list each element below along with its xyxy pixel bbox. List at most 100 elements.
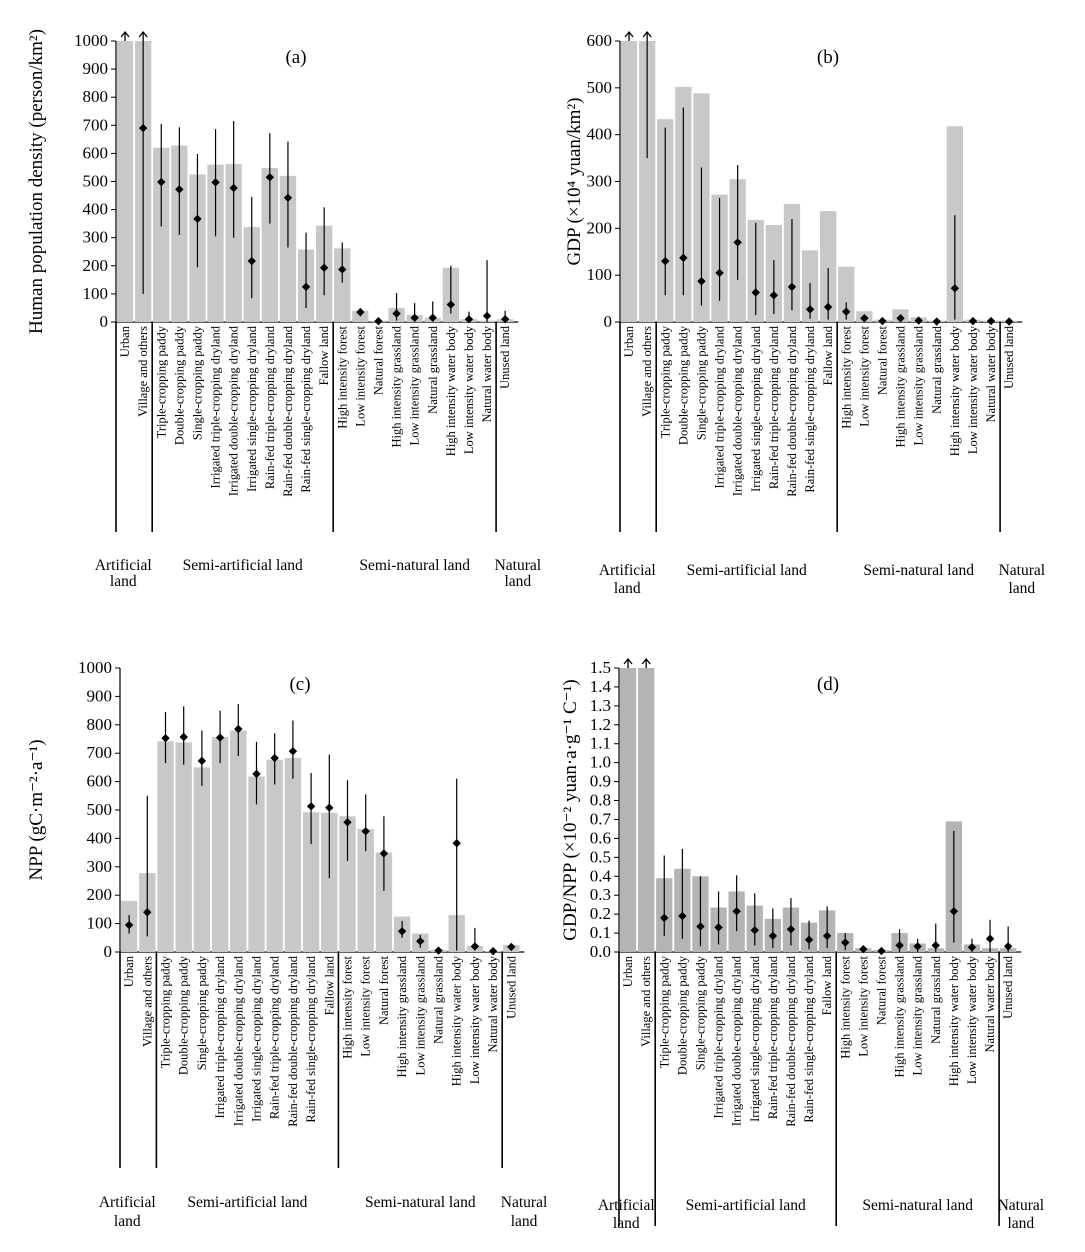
group-label: Natural (501, 1194, 547, 1211)
y-tick-label: 900 (87, 686, 113, 705)
data-marker (470, 942, 480, 951)
category-label: Village and others (136, 326, 150, 417)
chart-panel: 0 100 200 300 400 500 600 700 800 900 1000 NPP (gC·… (26, 658, 547, 1230)
data-marker (823, 302, 833, 312)
y-tick-label: 100 (83, 284, 109, 303)
bar (375, 852, 393, 952)
category-label: Fallow land (821, 325, 835, 385)
y-tick-label: 700 (87, 743, 113, 762)
data-marker (161, 733, 170, 743)
y-tick-label: 0.2 (590, 904, 611, 923)
data-marker (913, 942, 922, 951)
bar (321, 812, 338, 952)
category-label: High intensity water body (948, 325, 962, 456)
data-marker (877, 946, 886, 956)
y-tick-label: 300 (587, 172, 613, 191)
data-marker (860, 314, 869, 323)
group-label: land (614, 580, 641, 597)
y-tick-label: 1.1 (590, 734, 611, 753)
category-label: Irrigated double-cropping dryland (731, 325, 745, 496)
data-marker (859, 944, 868, 954)
category-label: Low intensity grassland (408, 325, 422, 445)
category-label: Irrigated triple-cropping dryland (713, 325, 727, 488)
category-label: Low intensity grassland (413, 955, 427, 1075)
data-marker (950, 284, 960, 293)
category-label: Irrigated single-cropping dryland (749, 325, 763, 492)
y-tick-label: 200 (87, 885, 113, 904)
data-marker (751, 288, 760, 297)
data-marker (714, 923, 723, 932)
category-label: Single-cropping paddy (190, 325, 204, 440)
panel-label: (b) (817, 47, 839, 68)
overflow-arrow (641, 657, 651, 668)
overflow-arrow (624, 30, 634, 41)
data-marker (678, 911, 687, 921)
group-label: Natural (495, 557, 541, 574)
group-label: Artificial (598, 1197, 655, 1214)
data-marker (878, 316, 887, 326)
category-label: Double-cropping paddy (676, 325, 690, 445)
category-label: High intensity forest (838, 955, 852, 1058)
data-marker (715, 268, 724, 278)
bar (248, 776, 265, 952)
group-label: Natural (999, 562, 1045, 579)
group-label: land (1007, 1215, 1034, 1232)
category-label: Village and others (639, 956, 653, 1047)
panel-label: (d) (817, 674, 839, 695)
data-marker (379, 849, 389, 858)
group-label: Semi-natural land (862, 1197, 973, 1214)
category-label: Unused land (1001, 955, 1015, 1019)
data-marker (356, 307, 365, 317)
bar (153, 147, 170, 322)
group-label: Artificial (99, 1194, 156, 1211)
data-marker (805, 305, 815, 314)
bar (211, 737, 229, 952)
group-label: Semi-artificial land (687, 562, 807, 579)
category-label: Fallow land (322, 955, 336, 1015)
bar (820, 211, 837, 322)
bar (230, 730, 247, 952)
y-tick-label: 1.5 (590, 658, 611, 677)
group-label: land (504, 573, 531, 590)
y-tick-label: 600 (83, 143, 109, 162)
data-marker (949, 907, 959, 916)
data-marker (500, 314, 510, 324)
overflow-arrow (120, 30, 130, 41)
y-tick-label: 100 (87, 914, 113, 933)
group-label: Semi-natural land (359, 557, 470, 574)
y-tick-label: 0.8 (590, 791, 611, 810)
y-axis-label: NPP (gC·m⁻²·a⁻¹) (26, 739, 47, 880)
y-tick-label: 500 (87, 800, 113, 819)
category-label: Low intensity grassland (911, 955, 925, 1075)
category-label: Natural grassland (432, 955, 446, 1044)
data-marker (265, 173, 275, 182)
category-label: Triple-cropping paddy (657, 955, 671, 1068)
data-marker (211, 178, 220, 187)
bar (339, 816, 356, 952)
data-marker (392, 309, 401, 318)
data-marker (428, 313, 437, 322)
category-label: Urban (122, 955, 136, 987)
y-tick-label: 300 (87, 857, 113, 876)
group-label: land (1008, 580, 1035, 597)
data-marker (769, 291, 779, 300)
data-marker (197, 756, 207, 766)
bar (284, 758, 302, 952)
data-marker (786, 925, 796, 934)
data-marker (768, 931, 778, 941)
y-tick-label: 500 (587, 78, 613, 97)
bar (266, 759, 283, 952)
category-label: Rain-fed single-cropping dryland (802, 955, 816, 1122)
y-tick-label: 0 (604, 312, 613, 331)
category-label: Triple-cropping paddy (658, 325, 672, 438)
y-tick-label: 400 (87, 828, 113, 847)
category-label: Irrigated single-cropping dryland (250, 955, 264, 1122)
category-label: High intensity water body (444, 325, 458, 456)
data-marker (325, 803, 334, 812)
bar (357, 829, 374, 952)
y-tick-label: 1.0 (590, 753, 611, 772)
data-marker (124, 920, 134, 930)
group-label: Semi-artificial land (183, 557, 303, 574)
category-label: Rain-fed single-cropping dryland (304, 955, 318, 1122)
